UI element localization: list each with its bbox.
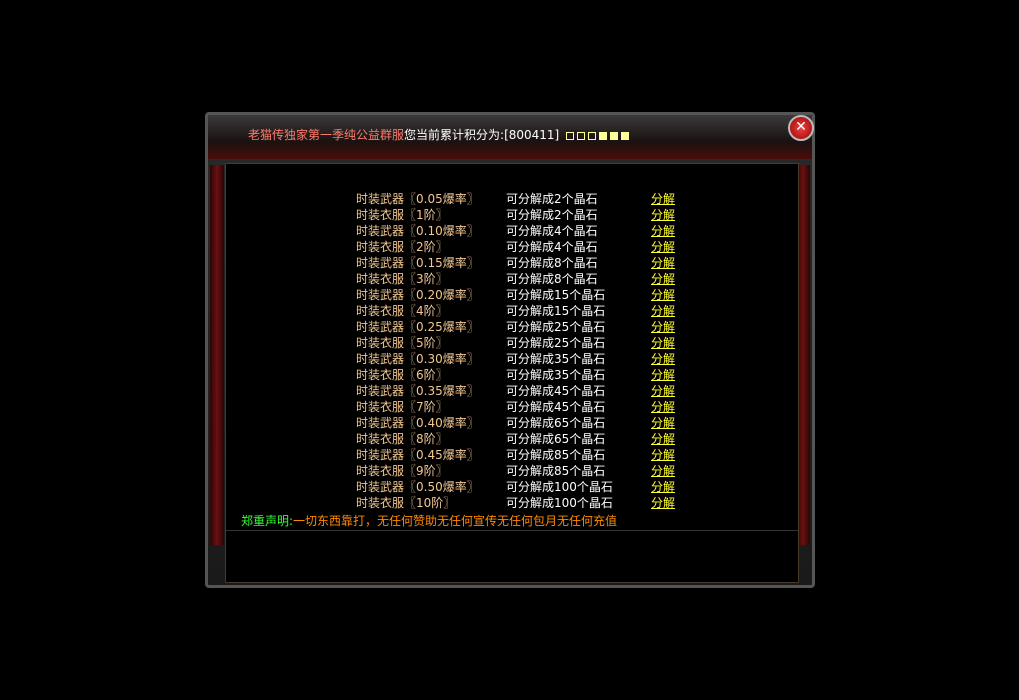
decompose-link[interactable]: 分解	[651, 400, 676, 414]
notice-label: 郑重声明:	[241, 514, 294, 528]
item-name: 时装武器〖0.25爆率〗	[356, 320, 479, 334]
decompose-result: 可分解成8个晶石	[506, 256, 598, 270]
decompose-link[interactable]: 分解	[651, 272, 676, 286]
decompose-link[interactable]: 分解	[651, 304, 676, 318]
decompose-link[interactable]: 分解	[651, 256, 676, 270]
decompose-link[interactable]: 分解	[651, 496, 676, 510]
notice: 郑重声明:一切东西靠打，无任何赞助无任何宣传无任何包月无任何充值	[241, 512, 617, 529]
decompose-result: 可分解成35个晶石	[506, 352, 606, 366]
item-name: 时装武器〖0.30爆率〗	[356, 352, 479, 366]
item-name: 时装武器〖0.10爆率〗	[356, 224, 479, 238]
decompose-link[interactable]: 分解	[651, 224, 676, 238]
decompose-link[interactable]: 分解	[651, 288, 676, 302]
content-panel: 时装武器〖0.05爆率〗 可分解成2个晶石 分解 时装衣服〖1阶〗 可分解成2个晶石 分解…	[225, 163, 799, 583]
decompose-result: 可分解成25个晶石	[506, 336, 606, 350]
decompose-link[interactable]: 分解	[651, 448, 676, 462]
decompose-result: 可分解成25个晶石	[506, 320, 606, 334]
item-name: 时装衣服〖2阶〗	[356, 240, 448, 254]
decompose-link[interactable]: 分解	[651, 432, 676, 446]
divider	[226, 530, 798, 531]
item-name: 时装武器〖0.45爆率〗	[356, 448, 479, 462]
item-name: 时装衣服〖1阶〗	[356, 208, 448, 222]
notice-text: 一切东西靠打，无任何赞助无任何宣传无任何包月无任何充值	[293, 514, 618, 528]
points-label: 您当前累计积分为:	[404, 128, 505, 142]
decompose-result: 可分解成4个晶石	[506, 240, 598, 254]
decompose-result: 可分解成45个晶石	[506, 400, 606, 414]
close-button[interactable]: ✕	[788, 115, 814, 141]
decompose-result: 可分解成2个晶石	[506, 192, 598, 206]
dialog-title: 老猫传独家第一季纯公益群服您当前累计积分为:[800411]	[248, 126, 630, 143]
item-name: 时装衣服〖8阶〗	[356, 432, 448, 446]
item-name: 时装衣服〖10阶〗	[356, 496, 456, 510]
item-name: 时装武器〖0.50爆率〗	[356, 480, 479, 494]
item-name: 时装武器〖0.35爆率〗	[356, 384, 479, 398]
item-name: 时装武器〖0.05爆率〗	[356, 192, 479, 206]
item-name: 时装武器〖0.20爆率〗	[356, 288, 479, 302]
item-name: 时装衣服〖5阶〗	[356, 336, 448, 350]
points-value: [800411]	[504, 128, 560, 142]
decompose-link[interactable]: 分解	[651, 352, 676, 366]
decompose-link[interactable]: 分解	[651, 384, 676, 398]
right-frame-ornament	[796, 165, 810, 545]
square-indicator	[599, 132, 608, 140]
decompose-link[interactable]: 分解	[651, 240, 676, 254]
decompose-link[interactable]: 分解	[651, 336, 676, 350]
decompose-result: 可分解成15个晶石	[506, 304, 606, 318]
square-indicator	[588, 132, 597, 140]
square-indicator	[566, 132, 575, 140]
item-name: 时装衣服〖3阶〗	[356, 272, 448, 286]
left-frame-ornament	[210, 165, 224, 545]
decompose-link[interactable]: 分解	[651, 480, 676, 494]
decompose-dialog: 老猫传独家第一季纯公益群服您当前累计积分为:[800411] ✕ 时装武器〖0.…	[205, 112, 815, 588]
item-name: 时装武器〖0.15爆率〗	[356, 256, 479, 270]
decompose-result: 可分解成100个晶石	[506, 496, 613, 510]
decompose-result: 可分解成4个晶石	[506, 224, 598, 238]
decompose-result: 可分解成2个晶石	[506, 208, 598, 222]
server-name: 老猫传独家第一季纯公益群服	[248, 128, 405, 142]
square-indicator	[621, 132, 630, 140]
decompose-result: 可分解成15个晶石	[506, 288, 606, 302]
decompose-link[interactable]: 分解	[651, 416, 676, 430]
item-name: 时装衣服〖9阶〗	[356, 464, 448, 478]
item-name: 时装衣服〖7阶〗	[356, 400, 448, 414]
item-name: 时装衣服〖4阶〗	[356, 304, 448, 318]
decompose-link[interactable]: 分解	[651, 208, 676, 222]
decompose-link[interactable]: 分解	[651, 464, 676, 478]
decompose-link[interactable]: 分解	[651, 320, 676, 334]
decompose-result: 可分解成100个晶石	[506, 480, 613, 494]
decompose-result: 可分解成8个晶石	[506, 272, 598, 286]
decompose-result: 可分解成85个晶石	[506, 464, 606, 478]
title-bar: 老猫传独家第一季纯公益群服您当前累计积分为:[800411] ✕	[208, 115, 814, 159]
decompose-link[interactable]: 分解	[651, 192, 676, 206]
decompose-result: 可分解成35个晶石	[506, 368, 606, 382]
decompose-result: 可分解成65个晶石	[506, 432, 606, 446]
item-name: 时装衣服〖6阶〗	[356, 368, 448, 382]
decompose-result: 可分解成65个晶石	[506, 416, 606, 430]
item-name: 时装武器〖0.40爆率〗	[356, 416, 479, 430]
decompose-result: 可分解成45个晶石	[506, 384, 606, 398]
square-indicator	[610, 132, 619, 140]
decompose-result: 可分解成85个晶石	[506, 448, 606, 462]
decompose-link[interactable]: 分解	[651, 368, 676, 382]
square-indicators	[563, 128, 630, 142]
square-indicator	[577, 132, 586, 140]
